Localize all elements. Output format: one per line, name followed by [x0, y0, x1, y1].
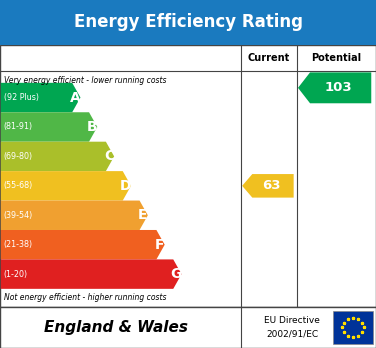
Text: G: G: [171, 267, 182, 281]
Text: EU Directive: EU Directive: [264, 316, 320, 325]
Text: Very energy efficient - lower running costs: Very energy efficient - lower running co…: [4, 76, 166, 85]
Text: (55-68): (55-68): [4, 181, 33, 190]
Bar: [0, 0, 376, 45]
Polygon shape: [1, 259, 182, 289]
Text: A: A: [70, 90, 80, 104]
Text: (92 Plus): (92 Plus): [4, 93, 39, 102]
Text: 2002/91/EC: 2002/91/EC: [266, 330, 318, 339]
Bar: [0, 45, 376, 307]
Polygon shape: [1, 142, 114, 171]
Polygon shape: [242, 174, 294, 198]
Polygon shape: [1, 200, 148, 230]
Polygon shape: [1, 230, 165, 259]
Text: (1-20): (1-20): [4, 270, 28, 279]
Polygon shape: [1, 112, 97, 142]
Text: 103: 103: [324, 81, 352, 94]
Text: Energy Efficiency Rating: Energy Efficiency Rating: [73, 13, 303, 31]
Text: Potential: Potential: [311, 53, 362, 63]
Text: (81-91): (81-91): [4, 122, 33, 132]
Text: B: B: [87, 120, 97, 134]
Text: Current: Current: [248, 53, 290, 63]
Text: 63: 63: [262, 179, 281, 192]
Polygon shape: [1, 83, 80, 112]
Bar: [0, 307, 376, 348]
Bar: [333, 311, 373, 344]
Text: (69-80): (69-80): [4, 152, 33, 161]
Text: (21-38): (21-38): [4, 240, 33, 249]
Polygon shape: [1, 171, 131, 200]
Polygon shape: [298, 72, 371, 103]
Text: England & Wales: England & Wales: [44, 320, 188, 335]
Text: (39-54): (39-54): [4, 211, 33, 220]
Text: F: F: [155, 238, 164, 252]
Text: Not energy efficient - higher running costs: Not energy efficient - higher running co…: [4, 293, 166, 302]
Text: E: E: [138, 208, 147, 222]
Text: C: C: [104, 149, 114, 164]
Text: D: D: [120, 179, 132, 193]
